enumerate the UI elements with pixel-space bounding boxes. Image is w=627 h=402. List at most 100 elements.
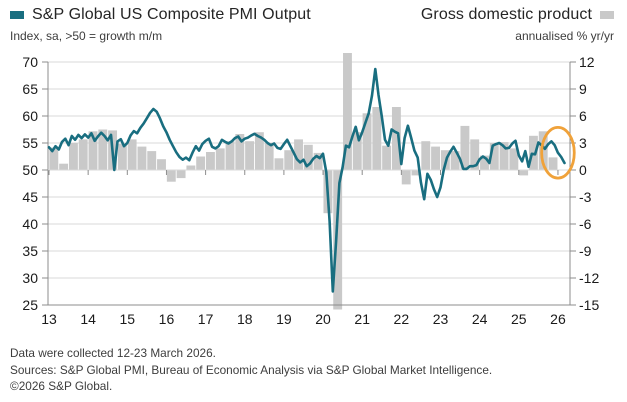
gdp-bar (519, 170, 529, 176)
x-axis-tick-label: 17 (198, 311, 214, 327)
gdp-bar (411, 170, 421, 176)
left-axis-caption: Index, sa, >50 = growth m/m (10, 29, 163, 43)
right-axis-tick-label: -12 (579, 270, 599, 286)
gdp-bar (548, 157, 558, 170)
gdp-bar (245, 141, 255, 170)
gdp-bar (372, 107, 382, 170)
left-axis-tick-label: 35 (22, 243, 38, 259)
x-axis-tick-label: 20 (315, 311, 331, 327)
gdp-bar (303, 144, 313, 170)
right-axis-tick-label: -6 (579, 216, 592, 232)
gdp-bar (480, 155, 489, 170)
pmi-legend-swatch-icon (10, 11, 24, 19)
x-axis-tick-label: 22 (394, 311, 410, 327)
gdp-bar (98, 129, 108, 170)
left-axis-tick-label: 45 (22, 189, 38, 205)
right-axis-tick-label: -15 (579, 297, 599, 313)
gdp-bar (196, 156, 206, 170)
x-axis-tick-label: 26 (550, 311, 566, 327)
right-axis-tick-label: -9 (579, 243, 592, 259)
chart-title-left: S&P Global US Composite PMI Output (32, 6, 311, 23)
x-axis-tick-label: 16 (159, 311, 175, 327)
x-axis-tick-label: 14 (80, 311, 96, 327)
left-axis-tick-label: 50 (22, 162, 38, 178)
gdp-bar (254, 132, 264, 170)
right-axis-tick-label: 3 (579, 135, 587, 151)
x-axis-tick-label: 23 (433, 311, 449, 327)
gdp-bar (431, 146, 440, 170)
left-axis-tick-label: 65 (22, 81, 38, 97)
gdp-bar (538, 131, 548, 170)
gdp-bar (117, 143, 127, 170)
gdp-bar (333, 170, 343, 310)
gdp-bar (264, 143, 274, 170)
right-axis-tick-label: 9 (579, 81, 587, 97)
gridlines (48, 61, 570, 306)
gdp-bar (78, 139, 88, 170)
left-axis-tick-label: 25 (22, 297, 38, 313)
gdp-bar (362, 113, 372, 170)
x-axis-tick-label: 18 (237, 311, 253, 327)
gdp-bar (157, 159, 166, 170)
x-axis-tick-label: 19 (276, 311, 292, 327)
copyright-line: ©2026 S&P Global. (10, 379, 113, 393)
gdp-bar (186, 165, 196, 170)
gdp-bar (294, 139, 303, 170)
legend-gdp: Gross domestic product (421, 6, 614, 24)
gdp-bar (489, 143, 499, 170)
gdp-bar (352, 132, 362, 170)
gdp-bar (382, 145, 392, 170)
right-axis-tick-label: 6 (579, 108, 587, 124)
left-axis-tick-label: 70 (22, 54, 38, 70)
gdp-bar (225, 141, 235, 170)
gdp-bar (147, 151, 157, 170)
highlight-ellipse (540, 125, 576, 180)
collection-note: Data were collected 12-23 March 2026. (10, 346, 216, 360)
left-axis-tick-label: 55 (22, 135, 38, 151)
x-axis-tick-label: 15 (120, 311, 136, 327)
x-axis-tick-label: 24 (472, 311, 488, 327)
axis-tick-labels: 70656055504540353025129630-3-6-9-12-1513… (22, 54, 599, 327)
gdp-bar (401, 170, 411, 185)
gdp-bar (391, 107, 401, 170)
gdp-bar (68, 143, 78, 170)
gdp-bar (176, 170, 186, 179)
source-note: Data were collected 12-23 March 2026. So… (10, 345, 492, 395)
x-axis-tick-label: 13 (41, 311, 57, 327)
gdp-bar (127, 139, 137, 170)
right-axis-tick-label: -3 (579, 189, 592, 205)
gdp-bar (88, 131, 98, 170)
gdp-bar (450, 151, 460, 170)
gdp-bar (137, 146, 147, 170)
legend-pmi: S&P Global US Composite PMI Output (10, 6, 311, 24)
right-axis-caption: annualised % yr/yr (515, 29, 614, 43)
gdp-bar (460, 125, 470, 170)
gdp-bar (59, 163, 69, 170)
gdp-bar (421, 141, 431, 170)
left-axis-tick-label: 30 (22, 270, 38, 286)
gdp-legend-swatch-icon (600, 11, 614, 19)
gdp-bar (215, 148, 225, 170)
gdp-bar (284, 150, 294, 170)
gdp-bar (49, 147, 59, 170)
x-axis-tick-label: 21 (354, 311, 370, 327)
gdp-bar (499, 142, 509, 170)
gdp-bar (313, 152, 323, 170)
gdp-bar (509, 148, 519, 170)
gdp-bar (206, 152, 215, 170)
gdp-bar (166, 170, 176, 182)
right-axis-tick-label: 0 (579, 162, 587, 178)
chart-title-right: Gross domestic product (420, 6, 592, 23)
axes (42, 61, 576, 306)
gdp-bar (470, 139, 480, 170)
x-axis-tick-label: 25 (511, 311, 527, 327)
sources-line: Sources: S&P Global PMI, Bureau of Econo… (10, 362, 493, 377)
gdp-bar (343, 53, 352, 170)
right-axis-tick-label: 12 (579, 54, 595, 70)
gdp-bar (235, 134, 245, 170)
gdp-bar (274, 158, 284, 170)
left-axis-tick-label: 40 (22, 216, 38, 232)
gdp-bars (49, 53, 558, 310)
pmi-line (47, 67, 566, 293)
